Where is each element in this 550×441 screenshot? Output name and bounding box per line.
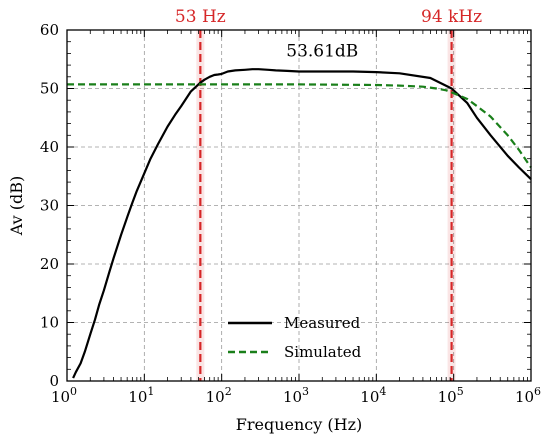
legend-label-simulated: Simulated xyxy=(284,343,362,361)
x-axis-label: Frequency (Hz) xyxy=(236,415,363,434)
x-tick-label: 102 xyxy=(206,385,232,406)
y-tick-label: 20 xyxy=(40,255,59,273)
y-tick-label: 50 xyxy=(40,80,59,98)
peak-gain-annotation: 53.61dB xyxy=(286,41,358,61)
y-axis-label: Av (dB) xyxy=(7,176,26,237)
label-layer: Frequency (Hz) Av (dB) 53.61dB xyxy=(7,41,362,434)
series-layer xyxy=(67,68,532,379)
legend-label-measured: Measured xyxy=(284,314,361,332)
simulated-line xyxy=(67,83,532,169)
measured-line xyxy=(72,68,532,379)
grid-layer xyxy=(67,30,531,381)
tick-layer: 100 101 102 103 104 105 106 0 10 20 30 40 50 60 xyxy=(40,21,541,406)
y-tick-label: 40 xyxy=(40,138,59,156)
marker-layer: 53 Hz 94 kHz xyxy=(175,7,482,381)
y-tick-label: 30 xyxy=(40,197,59,215)
x-tick-label: 103 xyxy=(283,385,309,406)
x-tick-label: 100 xyxy=(51,385,77,406)
y-tick-label: 10 xyxy=(40,314,59,332)
legend: Measured Simulated xyxy=(228,314,362,361)
y-tick-label: 60 xyxy=(40,21,59,39)
x-tick-label: 104 xyxy=(360,385,386,406)
x-tick-label: 101 xyxy=(128,385,154,406)
x-tick-label: 105 xyxy=(438,385,464,406)
y-tick-label: 0 xyxy=(49,372,59,390)
x-tick-label: 106 xyxy=(515,385,541,406)
cutoff-label-high: 94 kHz xyxy=(421,7,482,27)
cutoff-label-low: 53 Hz xyxy=(175,7,226,27)
